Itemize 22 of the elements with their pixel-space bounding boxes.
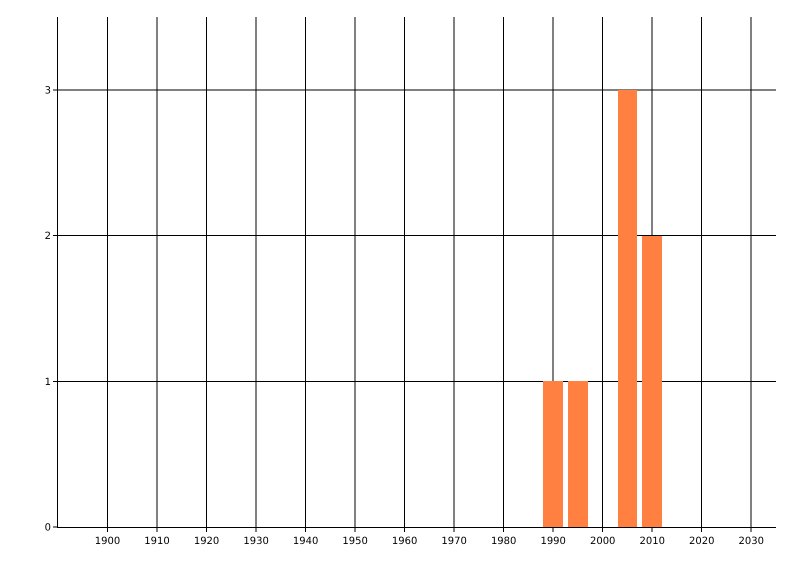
x-tick-label: 2010 xyxy=(639,536,665,547)
x-tick-label: 2000 xyxy=(590,536,616,547)
x-tick-label: 1910 xyxy=(144,536,170,547)
y-tick-label: 2 xyxy=(44,231,51,242)
x-tick-label: 2030 xyxy=(738,536,764,547)
bar xyxy=(618,90,637,527)
x-tick-label: 1930 xyxy=(243,536,269,547)
x-tick-label: 2020 xyxy=(688,536,714,547)
y-tick-label: 1 xyxy=(44,376,51,388)
x-tick-label: 1900 xyxy=(94,536,120,547)
x-tick-label: 1980 xyxy=(490,536,516,547)
y-tick-label: 0 xyxy=(44,522,51,534)
bar xyxy=(543,381,563,527)
x-tick-label: 1920 xyxy=(194,536,220,547)
bar xyxy=(642,236,662,527)
x-tick-label: 1970 xyxy=(441,536,467,547)
bar xyxy=(568,381,588,527)
x-tick-label: 1940 xyxy=(292,536,318,547)
x-tick-label: 1960 xyxy=(392,536,418,547)
x-tick-label: 1990 xyxy=(540,536,566,547)
x-tick-label: 1950 xyxy=(342,536,368,547)
y-tick-label: 3 xyxy=(44,85,51,96)
